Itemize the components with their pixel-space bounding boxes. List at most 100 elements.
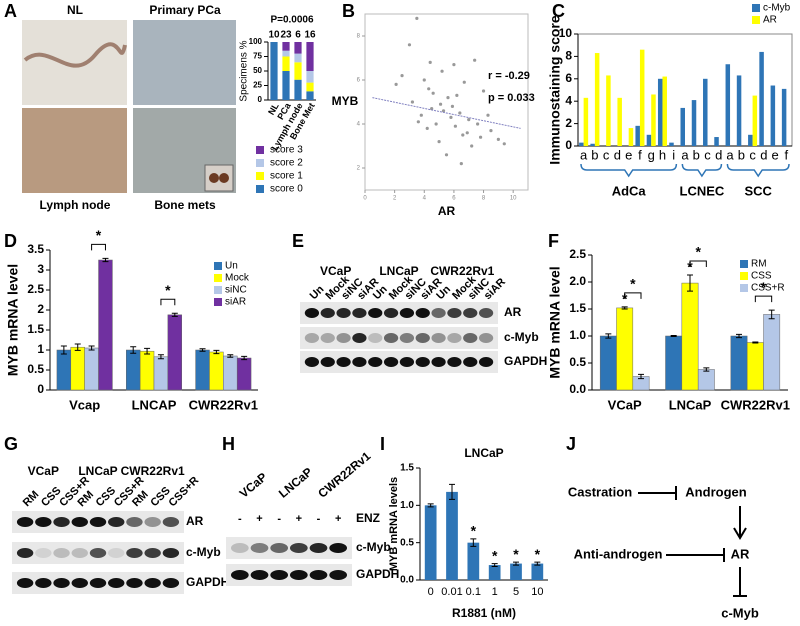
significance: * [96, 227, 102, 243]
blot-band [89, 578, 107, 588]
y-tick-label: 6 [565, 71, 572, 85]
blot-strip [300, 351, 498, 373]
bar [223, 355, 238, 391]
significance-bracket [689, 260, 707, 267]
blot-row-label: GAPDH [356, 567, 399, 581]
x-tick-label: 8 [482, 196, 486, 202]
y-tick-label: 0.5 [400, 537, 414, 548]
blot-band [329, 543, 348, 553]
bar [736, 75, 742, 146]
bar [594, 53, 600, 146]
blot-band [336, 357, 351, 367]
legend-label: CSS [751, 271, 772, 282]
x-tick-label: CWR22Rv1 [189, 397, 258, 412]
blot-band [108, 578, 125, 588]
point [481, 89, 486, 93]
y-axis-label: MYB mRNA level [547, 266, 563, 378]
blot-band [250, 570, 269, 580]
bar [725, 64, 731, 146]
blot-band [35, 548, 52, 558]
error-bar [157, 354, 164, 360]
x-tick-label: d [614, 147, 621, 162]
x-tick-label: a [726, 147, 734, 162]
blot-band [270, 543, 289, 553]
group-label: LNCaP [78, 464, 117, 478]
blot-band [336, 333, 351, 343]
lane-label: + [256, 513, 262, 525]
blot-band [35, 578, 52, 588]
bar [98, 259, 113, 391]
chart-title: P=0.0006 [270, 15, 314, 26]
error-bar [621, 306, 628, 310]
point [478, 135, 483, 139]
legend-swatch [256, 185, 264, 193]
bar [770, 85, 776, 146]
blot-band [71, 548, 88, 558]
blot-band [53, 578, 70, 588]
y-tick-label: 8 [357, 34, 361, 40]
panel-letter: D [4, 231, 17, 251]
error-bar [60, 345, 67, 355]
x-tick-label: CWR22Rv1 [721, 397, 790, 412]
group-label: CWR22Rv1 [430, 264, 494, 278]
lane-label: + [296, 513, 302, 525]
group-label: LNCaP [379, 264, 418, 278]
legend-label: score 1 [270, 171, 303, 182]
point [428, 60, 432, 64]
bar [70, 346, 85, 391]
blot-band [162, 578, 180, 588]
blot-band [53, 548, 70, 558]
panel-letter: J [566, 434, 576, 454]
legend-swatch [214, 274, 222, 282]
x-tick-label: b [693, 147, 700, 162]
legend-label: CSS+R [751, 283, 785, 294]
blot-band [352, 308, 367, 318]
x-tick-label: 0 [363, 196, 367, 202]
image-label: Primary PCa [149, 3, 221, 17]
x-tick-label: g [648, 147, 655, 162]
plot-frame [364, 13, 529, 191]
significance: * [761, 279, 767, 295]
blot-band [336, 308, 351, 318]
blot-row-label: c-Myb [504, 330, 539, 344]
lane-label: + [335, 513, 341, 525]
blot-band [320, 308, 335, 318]
error-bar [144, 347, 151, 355]
error-bar [449, 483, 455, 500]
bar [697, 369, 715, 391]
bar-segment [306, 42, 314, 71]
bar [651, 94, 656, 146]
group-label: CWR22Rv1 [315, 449, 373, 501]
error-bar [768, 309, 775, 320]
point [410, 100, 415, 104]
point [465, 131, 469, 135]
y-tick-label: 4 [357, 122, 361, 128]
blot-band [329, 570, 348, 580]
y-tick-label: 2.5 [569, 247, 586, 261]
blot-band [304, 308, 320, 318]
legend-swatch [256, 172, 264, 180]
image-label: Bone mets [154, 198, 216, 212]
bar [579, 142, 584, 146]
micrograph-pca [133, 20, 236, 105]
bar-segment [282, 56, 290, 71]
bar-segment [282, 42, 290, 51]
blot-band [126, 517, 143, 527]
point [444, 153, 449, 157]
bar [236, 357, 252, 391]
blot-band [431, 357, 446, 367]
annotation: p = 0.033 [488, 92, 535, 104]
bar [665, 335, 683, 391]
y-axis-label: Immunostaining score [547, 15, 563, 165]
y-axis-label: MYB mRNA levels [388, 477, 400, 571]
point [425, 126, 429, 130]
blot-band [399, 357, 415, 367]
bar [599, 335, 617, 391]
point [394, 82, 398, 86]
significance: * [695, 244, 701, 260]
blot-band [383, 357, 399, 367]
blot-band [478, 333, 494, 343]
y-tick-label: 1.5 [569, 301, 586, 315]
bar [681, 282, 699, 391]
panel-letter: E [292, 231, 304, 251]
